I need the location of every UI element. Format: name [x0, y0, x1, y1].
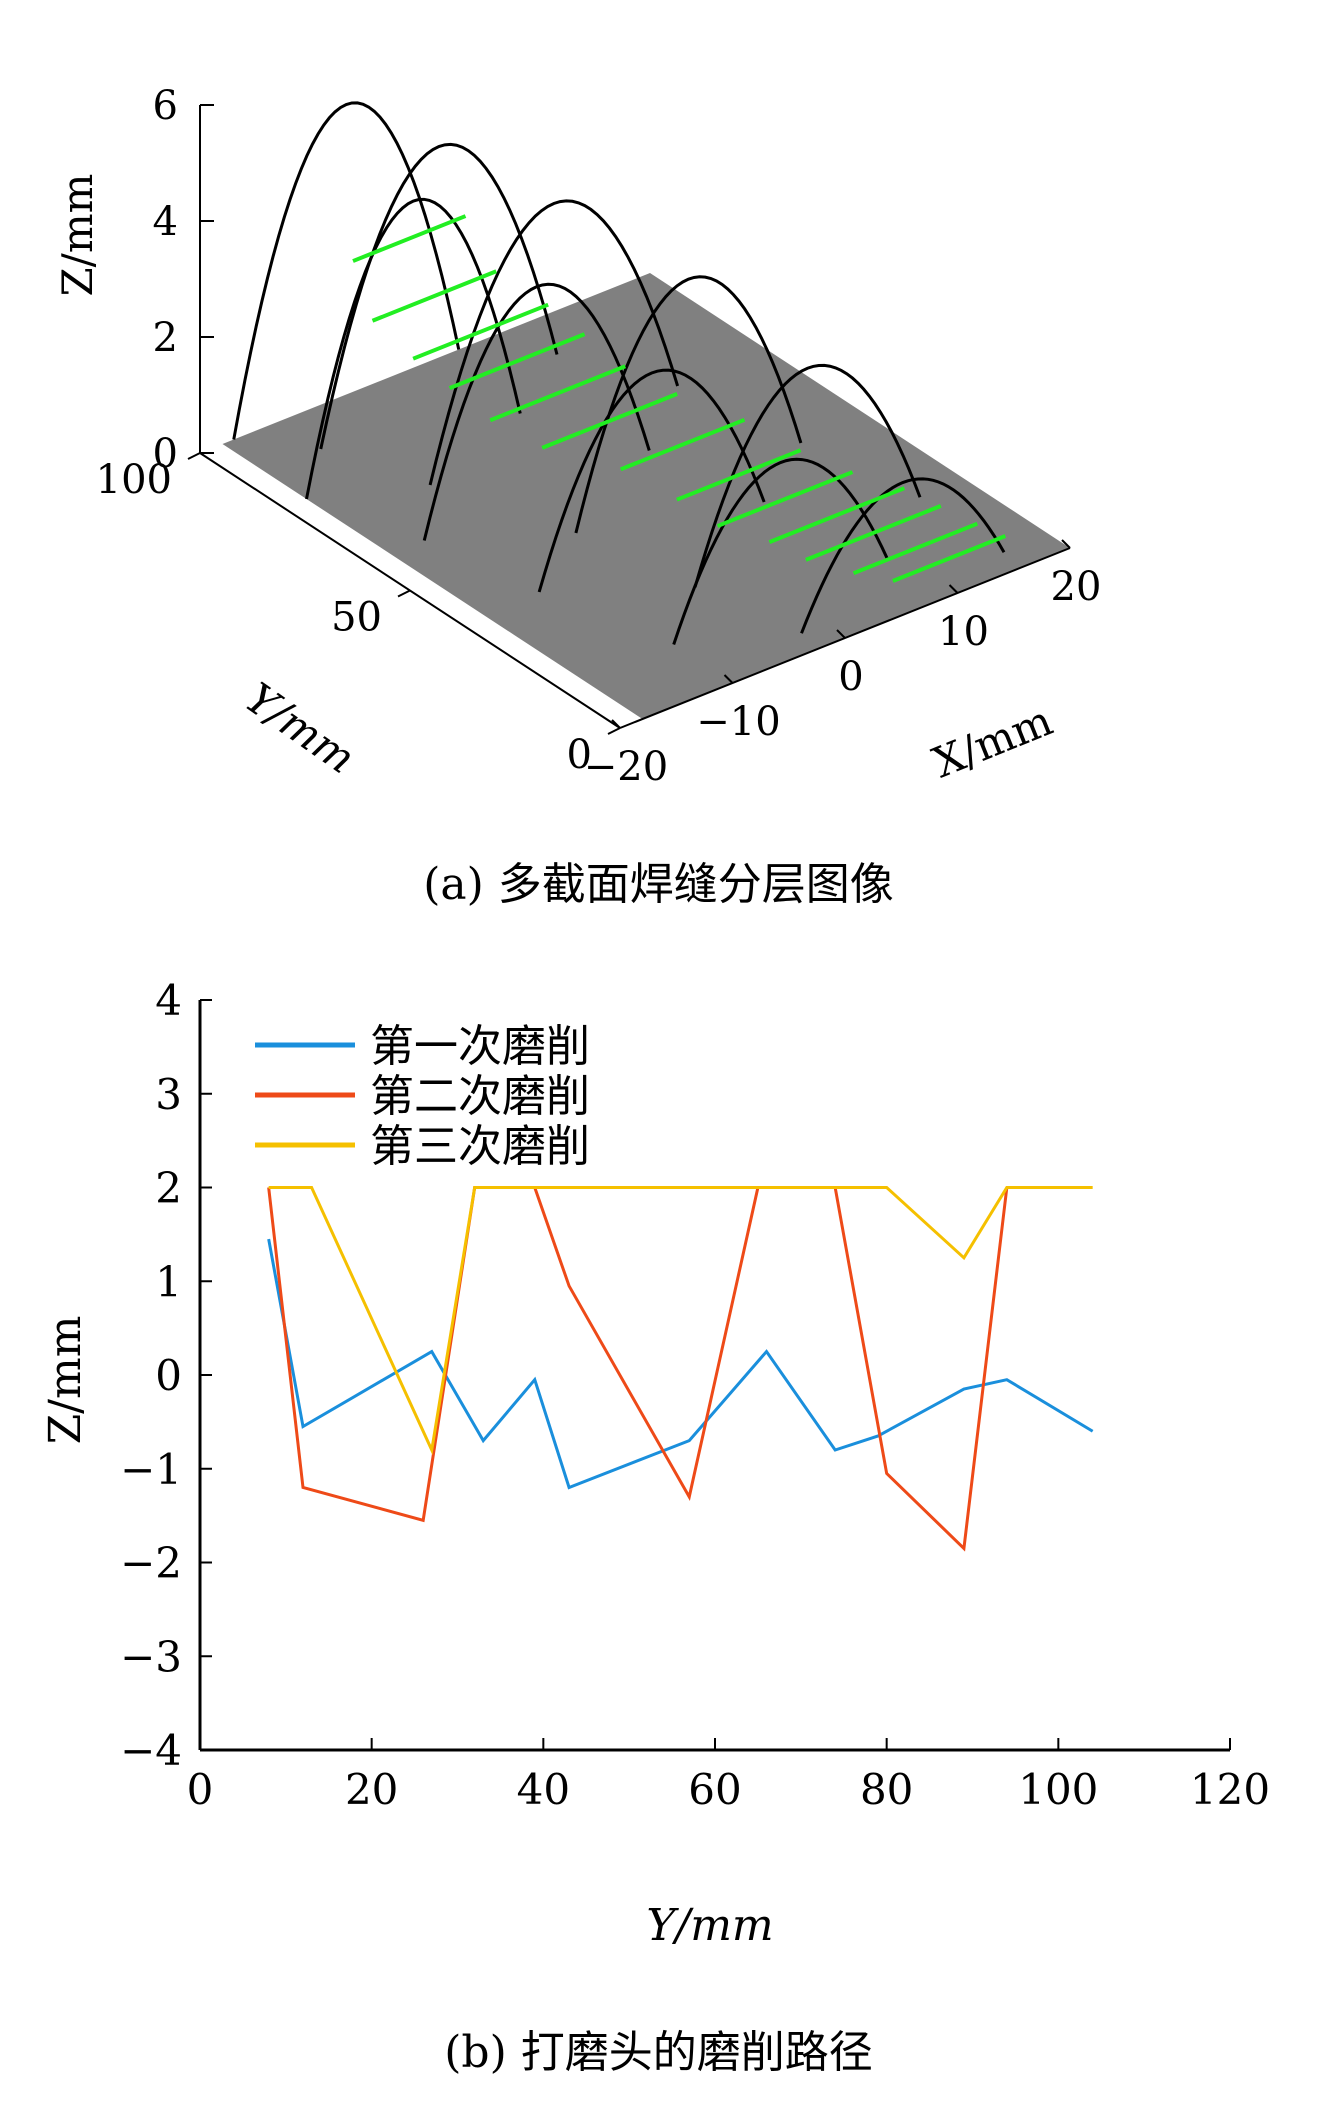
x-tick-mark [611, 719, 621, 729]
grinding-layer-12 [852, 521, 979, 576]
grinding-layer-5 [489, 364, 626, 423]
legend-label-3: 第三次磨削 [370, 1121, 590, 1172]
chart-a-base-plane [222, 273, 1070, 719]
chart-a-xlabel: X/mm [926, 696, 1059, 788]
weld-profile-10 [800, 477, 1006, 634]
chart-a-ylabel: Y/mm [236, 673, 364, 783]
weld-profile-9 [672, 457, 889, 645]
grinding-layer-11 [805, 504, 942, 562]
chart-a-zlabel: Z/mm [53, 174, 102, 297]
y-tick-label: −4 [120, 1726, 182, 1775]
weld-profile-2 [319, 142, 559, 450]
y-tick-label: 3 [155, 1070, 182, 1119]
chart-a-grinding-layers [352, 214, 1007, 583]
x-tick-label: 20 [1051, 564, 1102, 610]
x-tick-label: 0 [838, 654, 863, 700]
x-tick-label: 60 [688, 1765, 741, 1814]
y-tick-label: 2 [155, 1164, 182, 1213]
weld-profile-3 [305, 197, 522, 500]
weld-profile-1 [232, 101, 461, 440]
chart-b-caption: (b) 打磨头的磨削路径 [444, 2027, 873, 2078]
x-tick-label: 40 [517, 1765, 570, 1814]
x-tick-mark [836, 629, 846, 639]
weld-profile-5 [422, 282, 651, 541]
y-tick-label: 4 [155, 976, 182, 1025]
base-plane [222, 273, 1070, 719]
chart-a-3d-weld-layers: 0 2 4 6 0 50 100 −20 −10 0 10 20 Z/mm Y/mm X/mm [53, 83, 1102, 790]
grinding-layer-9 [716, 470, 854, 528]
x-tick-mark [723, 674, 734, 684]
grinding-layer-3 [412, 302, 549, 361]
y-tick-mark [397, 589, 411, 598]
x-tick-mark [948, 584, 959, 594]
weld-profile-7 [537, 368, 766, 593]
x-tick-label: 80 [860, 1765, 913, 1814]
grinding-layer-4 [448, 332, 586, 390]
grinding-layer-10 [768, 486, 906, 544]
chart-a-tick-labels: 0 2 4 6 0 50 100 −20 −10 0 10 20 [96, 83, 1102, 790]
y-tick-label: 0 [155, 1351, 182, 1400]
x-tick-label: 0 [187, 1765, 214, 1814]
x-tick-label: −10 [696, 699, 780, 745]
x-tick-label: 120 [1190, 1765, 1270, 1814]
chart-b-xlabel: Y/mm [646, 1900, 773, 1950]
series-line-3 [268, 1186, 1093, 1456]
grinding-layer-2 [371, 269, 497, 323]
y-tick-mark [607, 727, 621, 735]
x-tick-label: 10 [938, 609, 989, 655]
x-tick-label: 100 [1018, 1765, 1098, 1814]
grinding-layer-6 [541, 392, 678, 450]
z-tick-label: 2 [153, 315, 178, 361]
y-tick-label: 0 [567, 732, 592, 778]
x-tick-label: 20 [345, 1765, 398, 1814]
weld-profile-4 [428, 199, 680, 486]
series-line-1 [267, 1238, 1094, 1490]
z-tick-label: 6 [153, 83, 178, 129]
grinding-layer-7 [620, 417, 746, 472]
y-tick-label: −3 [120, 1632, 182, 1681]
z-tick-label: 0 [153, 431, 178, 477]
x-tick-mark [1061, 539, 1071, 549]
legend-label-1: 第一次磨削 [370, 1021, 590, 1072]
series-line-2 [267, 1186, 1009, 1552]
x-tick-label: −20 [584, 744, 668, 790]
chart-b-series [267, 1186, 1094, 1552]
z-tick-label: 4 [153, 199, 178, 245]
grinding-layer-1 [352, 214, 467, 263]
y-tick-label: 100 [96, 457, 172, 503]
grinding-layer-13 [892, 534, 1007, 583]
y-tick-mark [187, 452, 201, 460]
chart-b-ylabel: Z/mm [40, 1316, 91, 1445]
grinding-layer-8 [676, 448, 802, 502]
y-tick-label: 50 [331, 595, 382, 641]
y-tick-label: 1 [155, 1257, 182, 1306]
weld-profile-6 [574, 275, 803, 534]
legend-label-2: 第二次磨削 [370, 1071, 590, 1122]
y-tick-label: −2 [120, 1539, 182, 1588]
chart-a-caption: (a) 多截面焊缝分层图像 [423, 859, 894, 910]
y-tick-label: −1 [120, 1445, 182, 1494]
